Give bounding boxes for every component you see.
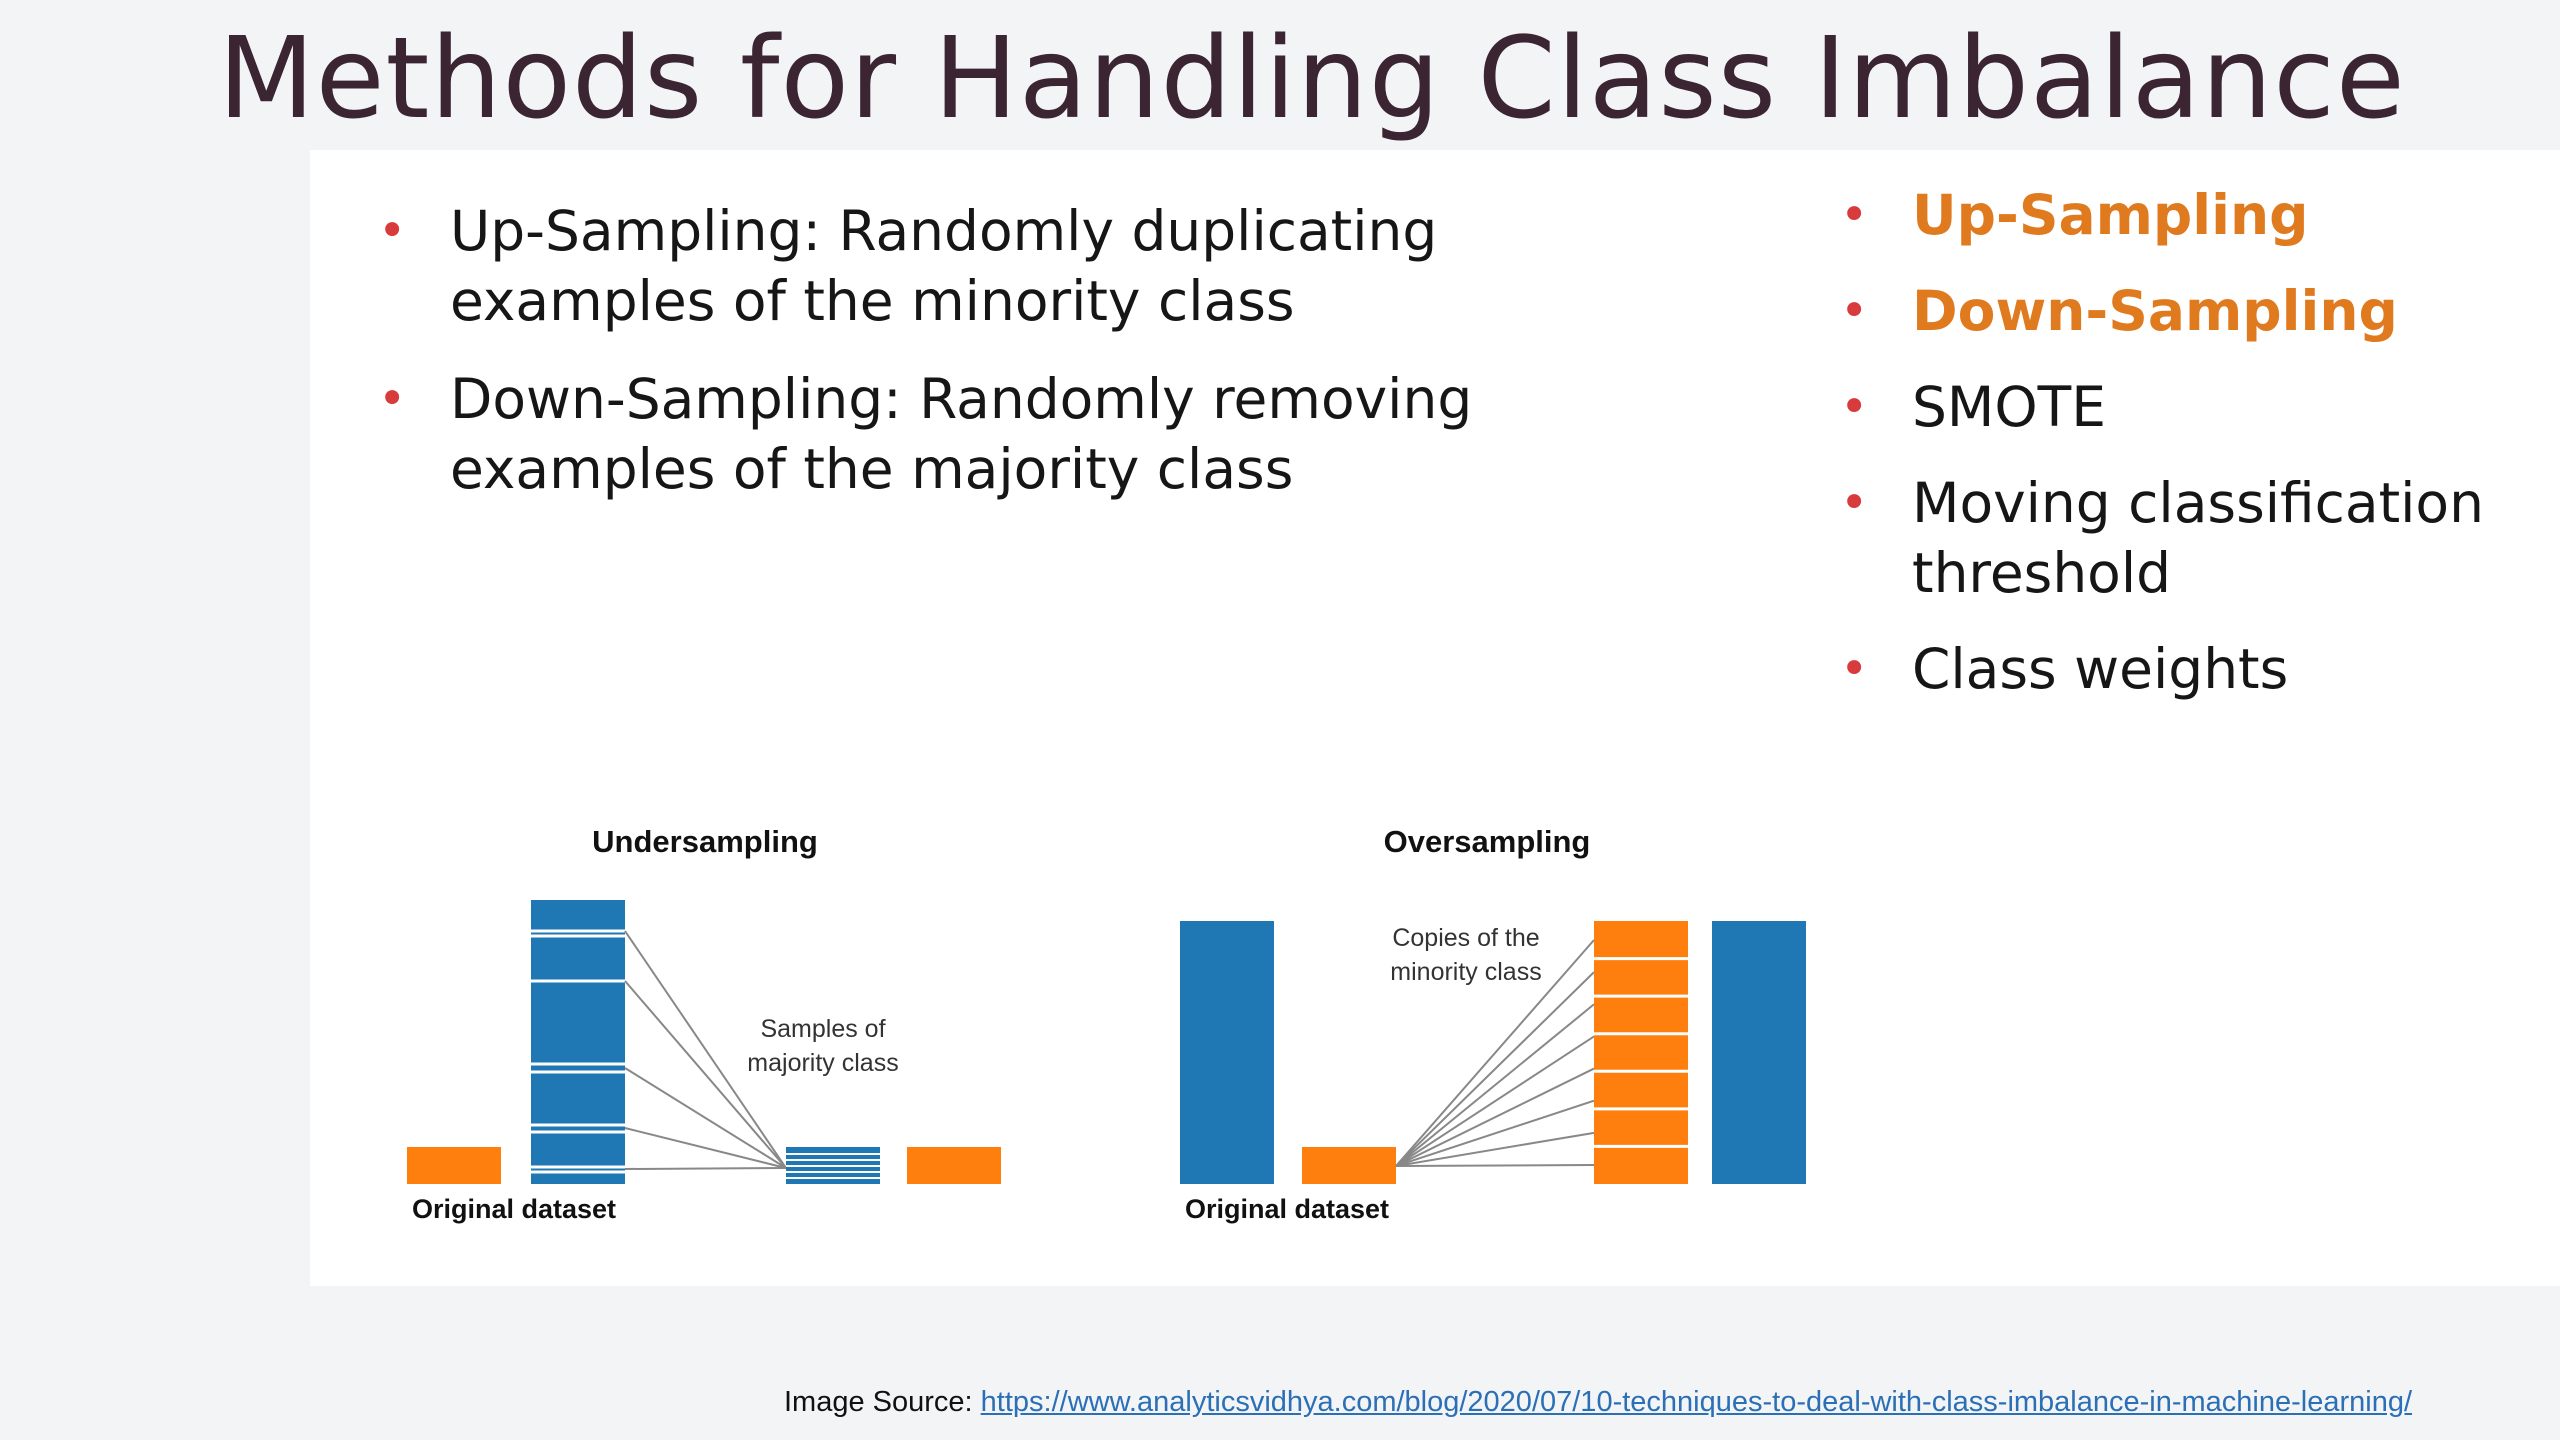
image-source-link[interactable]: https://www.analyticsvidhya.com/blog/202…	[980, 1386, 2413, 1418]
over-connector-lines	[1395, 939, 1595, 1167]
bullet-dot-icon: •	[1840, 379, 1869, 435]
bullet-dot-icon: •	[1840, 475, 1869, 531]
method-item-smote: • SMOTE	[1840, 372, 2560, 442]
image-source: Image Source: https://www.analyticsvidhy…	[784, 1386, 2412, 1419]
content-panel: • Up-Sampling: Randomly duplicating exam…	[310, 150, 2560, 1286]
over-caption: Original dataset	[1185, 1194, 1389, 1224]
over-annotation-line2: minority class	[1390, 958, 1541, 986]
method-item-downsampling: • Down-Sampling	[1840, 276, 2560, 346]
over-connector-line	[1395, 1003, 1595, 1167]
over-minority-bar	[1302, 1147, 1396, 1184]
over-connector-line	[1395, 1164, 1595, 1167]
under-sampled-stripes	[786, 1153, 880, 1179]
under-connector-line	[624, 1067, 787, 1169]
under-connector-line	[624, 1127, 787, 1169]
method-text: SMOTE	[1912, 375, 2107, 439]
over-connector-line	[1395, 1067, 1595, 1167]
bullet-dot-icon: •	[1840, 283, 1869, 339]
methods-list: • Up-Sampling • Down-Sampling • SMOTE • …	[1840, 180, 2560, 730]
under-majority-sample-lines	[531, 929, 625, 1174]
method-text: Up-Sampling	[1912, 183, 2309, 247]
under-connector-line	[624, 980, 787, 1169]
over-annotation-line1: Copies of the	[1392, 924, 1539, 952]
definition-text: Down-Sampling: Randomly removing example…	[450, 367, 1473, 501]
over-copy-lines	[1594, 957, 1688, 1148]
method-text: Down-Sampling	[1912, 279, 2398, 343]
under-minority-bar	[407, 1147, 501, 1184]
over-connector-line	[1395, 939, 1595, 1167]
under-annotation-line1: Samples of	[760, 1015, 885, 1043]
over-connector-line	[1395, 971, 1595, 1167]
method-item-class-weights: • Class weights	[1840, 634, 2560, 704]
method-item-threshold: • Moving classification threshold	[1840, 468, 2560, 608]
over-connector-line	[1395, 1035, 1595, 1167]
over-connector-line	[1395, 1099, 1595, 1167]
undersampling-title: Undersampling	[592, 824, 818, 859]
under-connector-line	[624, 930, 787, 1169]
under-connector-line	[624, 1167, 787, 1170]
over-majority-bar-result	[1712, 921, 1806, 1184]
under-majority-bar	[531, 900, 625, 1184]
definitions-list: • Up-Sampling: Randomly duplicating exam…	[378, 196, 1478, 532]
method-item-upsampling: • Up-Sampling	[1840, 180, 2560, 250]
bullet-dot-icon: •	[378, 203, 407, 259]
definition-text: Up-Sampling: Randomly duplicating exampl…	[450, 199, 1438, 333]
method-text: Class weights	[1912, 637, 2289, 701]
bullet-dot-icon: •	[378, 371, 407, 427]
definition-item-downsampling: • Down-Sampling: Randomly removing examp…	[378, 364, 1478, 504]
under-annotation-line2: majority class	[747, 1049, 898, 1077]
under-minority-bar-result	[907, 1147, 1001, 1184]
slide-title: Methods for Handling Class Imbalance	[218, 14, 2406, 144]
bullet-dot-icon: •	[1840, 187, 1869, 243]
oversampling-title: Oversampling	[1384, 824, 1591, 859]
over-copies-bar	[1594, 921, 1688, 1184]
definition-item-upsampling: • Up-Sampling: Randomly duplicating exam…	[378, 196, 1478, 336]
over-connector-line	[1395, 1131, 1595, 1167]
under-caption: Original dataset	[412, 1194, 616, 1224]
method-text: Moving classification threshold	[1912, 471, 2484, 605]
bullet-dot-icon: •	[1840, 641, 1869, 697]
over-majority-bar	[1180, 921, 1274, 1184]
under-connector-lines	[624, 930, 787, 1170]
image-source-label: Image Source:	[784, 1386, 981, 1418]
